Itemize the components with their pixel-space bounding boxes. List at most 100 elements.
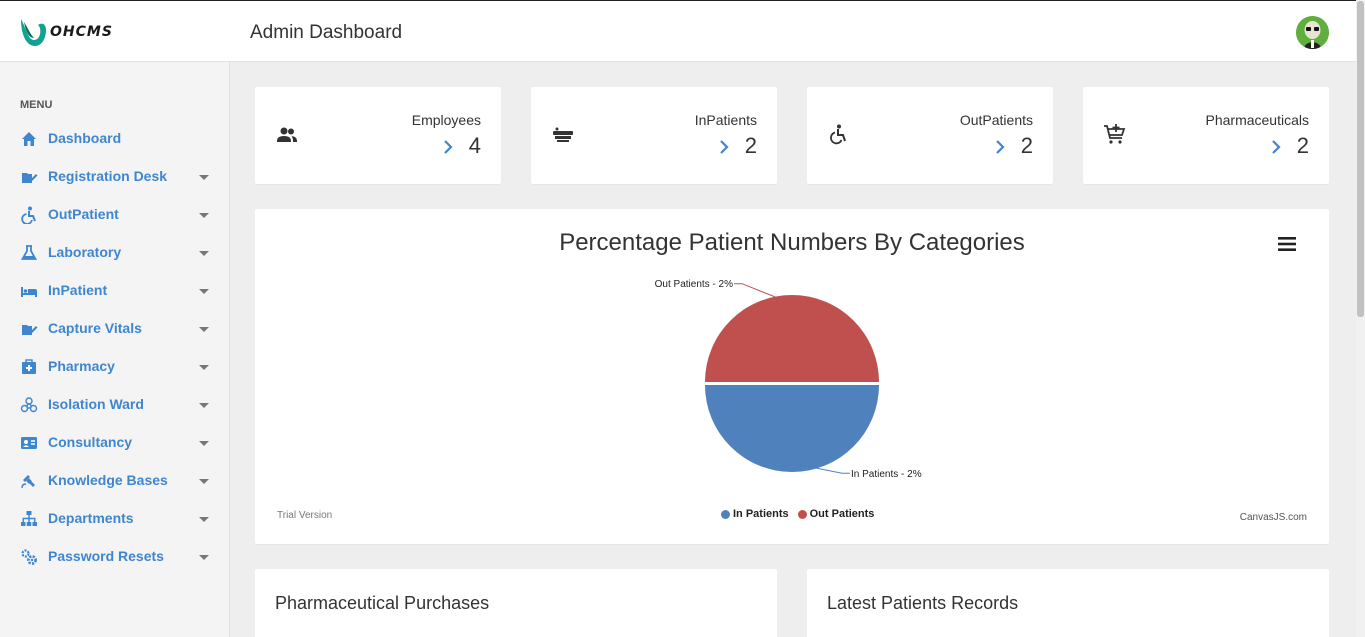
- biohazard-icon: [20, 397, 38, 413]
- gears-icon: [21, 549, 37, 565]
- stat-value: 2: [1296, 133, 1309, 158]
- sidebar: MENU Dashboard Registration Desk OutPati…: [0, 62, 230, 637]
- stat-card-employees[interactable]: Employees 4: [255, 87, 501, 184]
- legend-dot: [797, 509, 807, 519]
- app-logo[interactable]: OHCMS: [18, 15, 128, 49]
- chevron-right-icon[interactable]: [993, 139, 1007, 155]
- stat-value: 4: [468, 133, 481, 158]
- sidebar-item-label: Departments: [48, 510, 134, 526]
- sidebar-item-capture-vitals[interactable]: Capture Vitals: [0, 310, 229, 348]
- panel-title: Pharmaceutical Purchases: [275, 593, 490, 613]
- pie-leader-line: [734, 283, 793, 305]
- chart-title: Percentage Patient Numbers By Categories: [559, 229, 1025, 256]
- chevron-down-icon: [199, 175, 209, 180]
- pharmaceutical-purchases-panel: Pharmaceutical Purchases: [255, 569, 777, 637]
- sidebar-item-inpatient[interactable]: InPatient: [0, 272, 229, 310]
- sidebar-item-label: Password Resets: [48, 548, 164, 564]
- stat-label: Pharmaceuticals: [1205, 112, 1310, 128]
- chevron-down-icon: [199, 213, 209, 218]
- stat-label: Employees: [411, 112, 481, 128]
- sidebar-item-label: OutPatient: [48, 206, 119, 222]
- chevron-down-icon: [199, 441, 209, 446]
- page-scrollbar[interactable]: [1356, 0, 1365, 637]
- stat-label: InPatients: [694, 112, 757, 128]
- sidebar-item-label: Laboratory: [48, 244, 122, 260]
- chevron-down-icon: [199, 517, 209, 522]
- trial-version-text: Trial Version: [277, 510, 333, 521]
- stat-card-inpatients[interactable]: InPatients 2: [531, 87, 777, 184]
- chevron-down-icon: [199, 327, 209, 332]
- chevron-down-icon: [199, 479, 209, 484]
- pie-chart: In Patients - 2% Out Patients - 2%: [655, 279, 922, 480]
- chart-legend: In Patients Out Patients: [721, 508, 883, 520]
- sidebar-item-label: Capture Vitals: [48, 320, 142, 336]
- legend-dot: [721, 509, 730, 519]
- flask-icon: [20, 245, 38, 260]
- stat-label: OutPatients: [959, 112, 1033, 128]
- chevron-right-icon[interactable]: [1269, 139, 1283, 155]
- accessible-icon: [21, 206, 36, 224]
- user-avatar[interactable]: [1296, 16, 1329, 49]
- avatar-face-icon: [1296, 16, 1329, 49]
- sidebar-item-label: Pharmacy: [48, 358, 115, 374]
- panel-title: Latest Patients Records: [827, 593, 1019, 613]
- sidebar-item-label: Registration Desk: [48, 168, 168, 184]
- sidebar-item-isolation-ward[interactable]: Isolation Ward: [0, 386, 229, 424]
- sidebar-item-registration-desk[interactable]: Registration Desk: [0, 158, 229, 196]
- pie-leader-line: [791, 462, 850, 474]
- stat-value: 2: [1020, 133, 1033, 158]
- add-cart-icon: [1104, 124, 1126, 144]
- home-icon: [22, 132, 36, 146]
- sidebar-item-consultancy[interactable]: Consultancy: [0, 424, 229, 462]
- page-title: Admin Dashboard: [250, 22, 403, 43]
- sidebar-item-label: Knowledge Bases: [48, 472, 168, 488]
- legend-item-in-patients[interactable]: In Patients: [721, 508, 789, 520]
- sidebar-item-label: Consultancy: [48, 434, 133, 450]
- edit-icon: [22, 173, 38, 183]
- chevron-right-icon[interactable]: [717, 139, 731, 155]
- legend-label: In Patients: [733, 508, 789, 520]
- contact-card-icon: [21, 437, 37, 449]
- people-icon: [277, 127, 297, 142]
- chart-credit-link[interactable]: CanvasJS.com: [1239, 512, 1307, 523]
- sidebar-item-password-resets[interactable]: Password Resets: [0, 538, 229, 576]
- legend-item-out-patients[interactable]: Out Patients: [797, 508, 874, 520]
- sidebar-item-label: InPatient: [48, 282, 108, 298]
- chevron-down-icon: [199, 555, 209, 560]
- menu-title: MENU: [20, 99, 53, 111]
- top-bar: OHCMS Admin Dashboard: [0, 0, 1356, 62]
- wheelchair-icon: [830, 124, 846, 145]
- logo-mark-icon: [21, 19, 46, 46]
- stat-card-pharmaceuticals[interactable]: Pharmaceuticals 2: [1083, 87, 1329, 184]
- scrollbar-thumb[interactable]: [1357, 1, 1364, 317]
- sidebar-item-knowledge-bases[interactable]: Knowledge Bases: [0, 462, 229, 500]
- pie-chart-card: Percentage Patient Numbers By Categories…: [255, 209, 1329, 544]
- sidebar-item-departments[interactable]: Departments: [0, 500, 229, 538]
- bed-icon: [553, 127, 573, 142]
- chevron-down-icon: [199, 251, 209, 256]
- chevron-down-icon: [199, 365, 209, 370]
- chevron-right-icon[interactable]: [441, 139, 455, 155]
- pie-slice-in-patients[interactable]: [705, 385, 879, 472]
- sidebar-item-pharmacy[interactable]: Pharmacy: [0, 348, 229, 386]
- medical-box-icon: [22, 359, 36, 374]
- sitemap-icon: [21, 511, 37, 526]
- logo-text: OHCMS: [50, 24, 113, 40]
- sidebar-item-outpatient[interactable]: OutPatient: [0, 196, 229, 234]
- bed-icon: [21, 287, 37, 297]
- stat-card-outpatients[interactable]: OutPatients 2: [807, 87, 1053, 184]
- pie-data-label: In Patients - 2%: [851, 469, 922, 480]
- chevron-down-icon: [199, 403, 209, 408]
- stat-value: 2: [744, 133, 757, 158]
- hamburger-menu-icon[interactable]: [1278, 236, 1296, 252]
- sidebar-item-label: Isolation Ward: [48, 396, 144, 412]
- chevron-down-icon: [199, 289, 209, 294]
- satellite-icon: [21, 475, 35, 489]
- sidebar-item-dashboard[interactable]: Dashboard: [0, 120, 229, 158]
- pie-slice-out-patients[interactable]: [705, 295, 879, 382]
- sidebar-item-laboratory[interactable]: Laboratory: [0, 234, 229, 272]
- latest-patients-records-panel: Latest Patients Records: [807, 569, 1329, 637]
- edit-icon: [22, 325, 38, 335]
- sidebar-item-label: Dashboard: [48, 130, 122, 146]
- pie-data-label: Out Patients - 2%: [655, 279, 733, 290]
